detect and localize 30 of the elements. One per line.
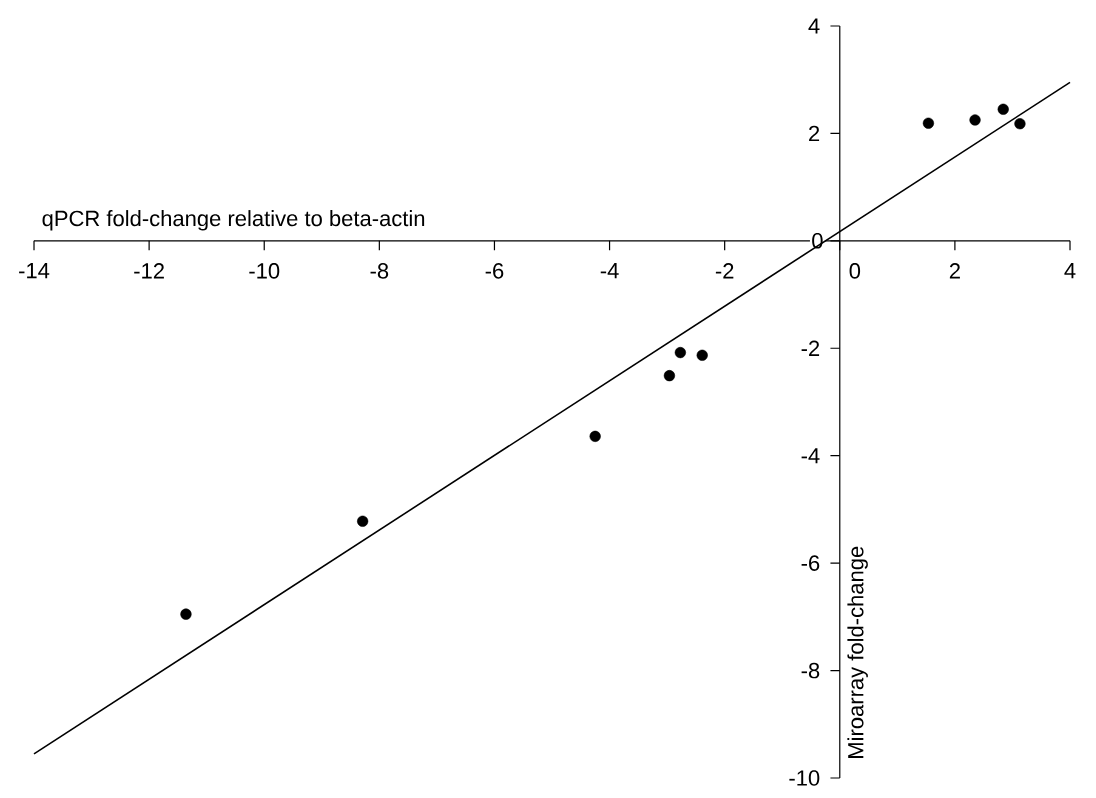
point xyxy=(696,349,708,361)
point xyxy=(1014,118,1026,130)
point xyxy=(997,103,1009,115)
y-tick-label: 0 xyxy=(812,233,823,249)
y-tick-label: -6 xyxy=(801,555,820,571)
point xyxy=(922,117,935,129)
x-tick-label: -14 xyxy=(19,263,50,279)
x-tick-label: -12 xyxy=(134,263,164,279)
y-tick-label: -2 xyxy=(801,340,820,356)
x-tick-label: -10 xyxy=(249,263,280,279)
x-tick-label: -6 xyxy=(485,263,504,279)
y-tick-label: 4 xyxy=(808,18,820,34)
x-tick-label: -2 xyxy=(715,263,734,279)
x-tick-label: -8 xyxy=(370,263,389,279)
point xyxy=(589,430,601,442)
point xyxy=(180,608,192,620)
point xyxy=(357,515,369,527)
x-axis-title: qPCR fold-change relative to beta-actin xyxy=(42,210,425,231)
x-tick-label: 4 xyxy=(1064,263,1076,279)
point xyxy=(663,370,676,382)
y-tick-label: 2 xyxy=(809,125,820,142)
y-tick-label: -4 xyxy=(801,448,820,464)
x-tick-label: -4 xyxy=(600,263,619,279)
y-tick-label: -8 xyxy=(801,662,820,679)
point xyxy=(674,346,686,359)
y-axis-title: Miroarray fold-change xyxy=(847,546,868,758)
x-tick-label: 0 xyxy=(849,263,861,279)
point xyxy=(969,114,981,126)
y-tick-label: -10 xyxy=(789,770,820,786)
x-tick-label: 2 xyxy=(949,263,960,279)
